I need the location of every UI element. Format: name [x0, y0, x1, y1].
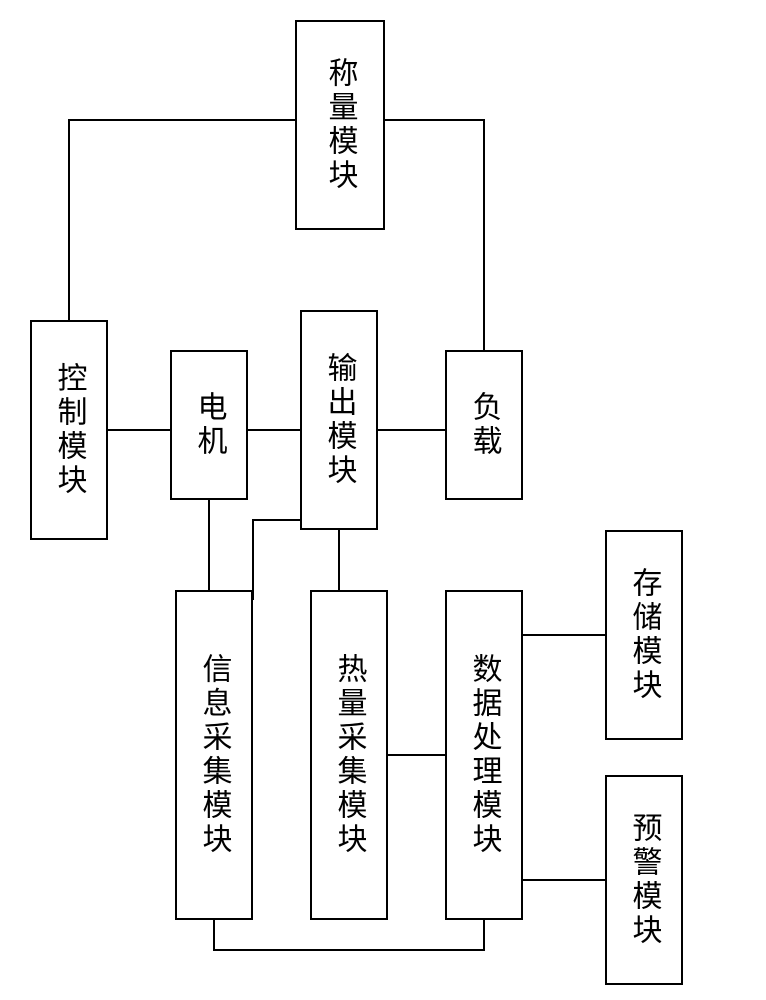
edge-output-info_collect: [253, 520, 300, 600]
node-alert: 预警模块: [605, 775, 683, 985]
node-output: 输出模块: [300, 310, 378, 530]
node-label: 控制模块: [53, 362, 86, 498]
edge-weighing-control: [69, 120, 295, 320]
diagram-canvas: 称量模块控制模块 电机 输出模块 负载信息采集模块 热量采集模块 数据处理模块 存储模块预警…: [0, 0, 766, 1000]
node-label: 负载: [468, 391, 501, 459]
node-info_collect: 信息采集模块: [175, 590, 253, 920]
node-label: 信息采集模块: [198, 653, 231, 857]
node-label: 电机: [193, 391, 226, 459]
node-label: 输出模块: [323, 352, 356, 488]
node-weighing: 称量模块: [295, 20, 385, 230]
node-label: 预警模块: [628, 812, 661, 948]
node-label: 称量模块: [324, 57, 357, 193]
node-label: 热量采集模块: [333, 653, 366, 857]
edge-info_collect-data_proc: [214, 920, 484, 950]
edge-weighing-load: [385, 120, 484, 350]
node-storage: 存储模块: [605, 530, 683, 740]
node-control: 控制模块: [30, 320, 108, 540]
node-motor: 电机: [170, 350, 248, 500]
node-heat_collect: 热量采集模块: [310, 590, 388, 920]
node-label: 存储模块: [628, 567, 661, 703]
node-label: 数据处理模块: [468, 653, 501, 857]
node-data_proc: 数据处理模块: [445, 590, 523, 920]
node-load: 负载: [445, 350, 523, 500]
